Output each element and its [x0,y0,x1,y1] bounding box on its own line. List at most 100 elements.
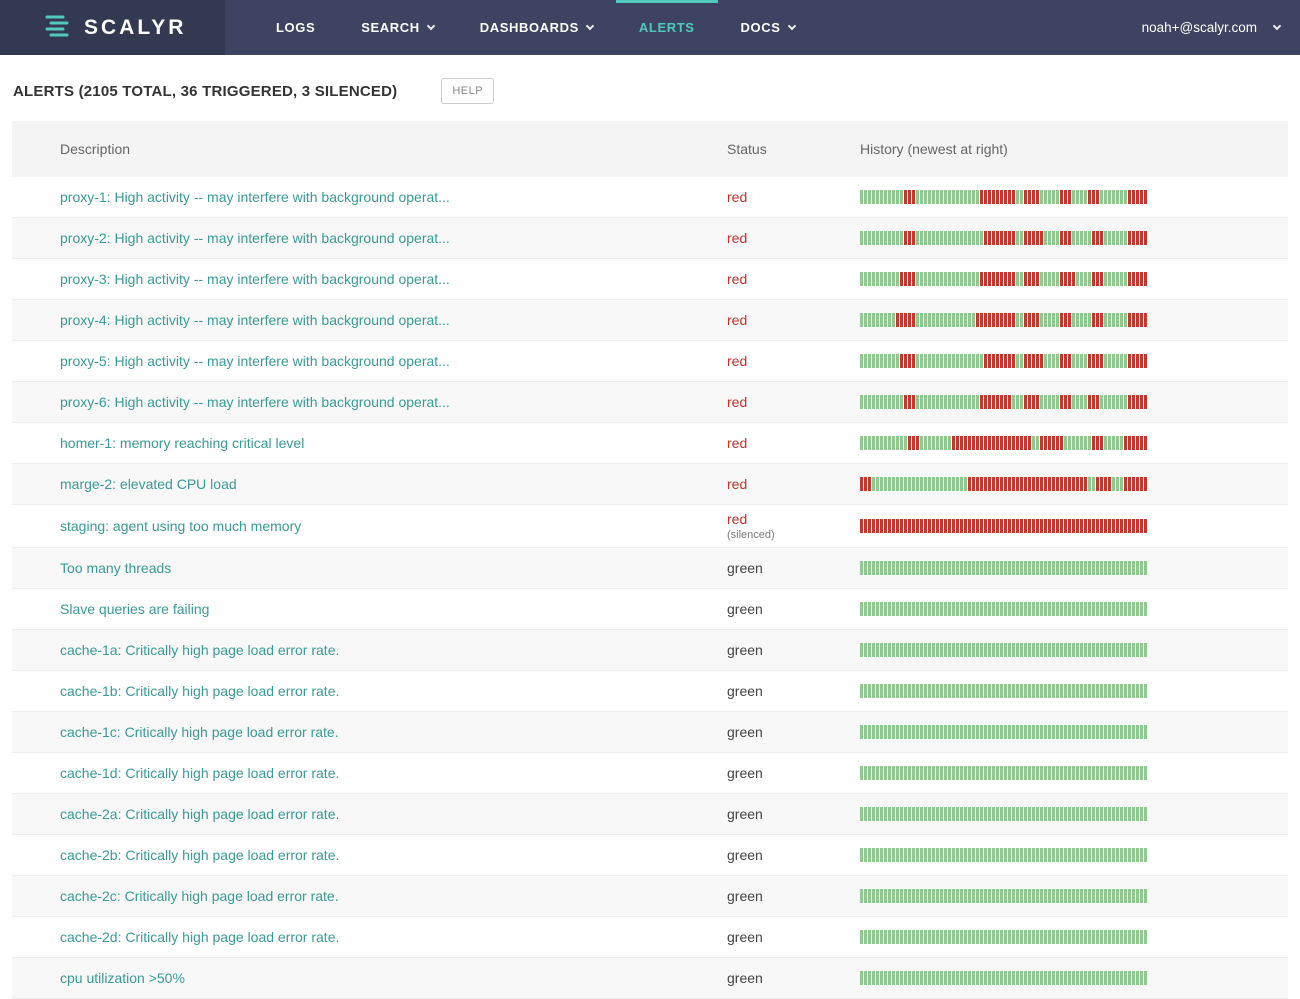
nav-item-search[interactable]: SEARCH [338,0,457,55]
alert-description-link[interactable]: proxy-1: High activity -- may interfere … [60,189,450,205]
history-bar-green [972,971,975,986]
history-bar-green [1024,971,1027,986]
history-bar-green [956,725,959,740]
history-bar-green [936,561,939,576]
alert-description-link[interactable]: proxy-3: High activity -- may interfere … [60,271,450,287]
alert-description-link[interactable]: Too many threads [60,560,172,577]
main-content: ALERTS (2105 TOTAL, 36 TRIGGERED, 3 SILE… [0,78,1300,999]
silenced-label: (silenced) [727,529,775,542]
history-bar-green [1116,766,1119,781]
history-bar-green [1052,354,1055,368]
history-bar-green [1016,725,1019,740]
history-bar-red [912,231,915,245]
history-bar-green [932,395,935,409]
alert-description-link[interactable]: cache-2d: Critically high page load erro… [60,929,340,946]
history-bar-green [936,272,939,286]
history-bar-green [860,313,863,327]
history-bar-green [1080,930,1083,945]
history-bar-green [980,848,983,863]
history-bar-green [868,725,871,740]
alert-status: red [727,347,860,375]
history-bar-green [1080,889,1083,904]
nav-item-logs[interactable]: LOGS [253,0,338,55]
history-bar-green [884,643,887,658]
history-bar-green [1088,725,1091,740]
history-bar-green [968,889,971,904]
alert-description-link[interactable]: cache-1b: Critically high page load erro… [60,683,340,700]
history-bar-red [1064,395,1067,409]
history-bar-green [972,190,975,204]
help-button[interactable]: HELP [441,78,495,104]
brand[interactable]: SCALYR [0,0,225,55]
history-bar-green [952,602,955,617]
alert-description-link[interactable]: cache-1a: Critically high page load erro… [60,642,340,659]
alert-description-link[interactable]: proxy-2: High activity -- may interfere … [60,230,450,246]
history-bar-green [888,602,891,617]
history-bar-green [1112,395,1115,409]
alert-description-link[interactable]: Slave queries are failing [60,601,210,618]
alert-description-link[interactable]: cache-2b: Critically high page load erro… [60,847,340,864]
history-bar-green [1040,561,1043,576]
history-bar-green [928,602,931,617]
history-bar-green [884,354,887,368]
history-bar-green [1008,643,1011,658]
nav-item-dashboards[interactable]: DASHBOARDS [457,0,616,55]
history-bar-green [908,971,911,986]
nav-item-docs[interactable]: DOCS [718,0,818,55]
alert-row: homer-1: memory reaching critical level r… [12,423,1288,464]
history-bar-red [1008,190,1011,204]
history-bar-green [1100,725,1103,740]
history-bar-green [860,725,863,740]
alert-description-link[interactable]: cache-1d: Critically high page load erro… [60,765,340,782]
history-bar-green [1004,930,1007,945]
history-bar-green [1052,272,1055,286]
alert-history-sparkline [860,930,1288,945]
history-bar-red [872,519,875,534]
nav-item-alerts[interactable]: ALERTS [616,0,718,55]
history-bar-green [1052,807,1055,822]
history-bar-red [984,395,987,409]
history-bar-red [1108,519,1111,534]
alert-description-link[interactable]: proxy-5: High activity -- may interfere … [60,353,450,369]
history-bar-green [888,807,891,822]
alert-description-link[interactable]: homer-1: memory reaching critical level [60,435,305,451]
alert-description-link[interactable]: cache-2c: Critically high page load erro… [60,888,339,905]
history-bar-green [988,766,991,781]
account-menu[interactable]: noah+@scalyr.com [1142,0,1300,55]
history-bar-green [944,725,947,740]
alert-description-link[interactable]: proxy-6: High activity -- may interfere … [60,394,450,410]
history-bar-red [988,519,991,534]
history-bar-green [932,190,935,204]
history-bar-green [1096,725,1099,740]
history-bar-green [1016,272,1019,286]
alert-description-link[interactable]: staging: agent using too much memory [60,518,302,535]
alert-description-link[interactable]: cache-2a: Critically high page load erro… [60,806,340,823]
history-bar-green [932,231,935,245]
history-bar-red [1028,272,1031,286]
history-bar-green [1108,807,1111,822]
alert-description-link[interactable]: marge-2: elevated CPU load [60,476,237,492]
alert-description-link[interactable]: cache-1c: Critically high page load erro… [60,724,339,741]
history-bar-green [1056,971,1059,986]
history-bar-red [1000,190,1003,204]
history-bar-red [1092,436,1095,450]
history-bar-red [984,313,987,327]
history-bar-green [904,766,907,781]
history-bar-red [1044,477,1047,491]
history-bar-green [1104,684,1107,699]
history-bar-green [992,602,995,617]
history-bar-green [944,643,947,658]
history-bar-green [1136,561,1139,576]
history-bar-green [1008,807,1011,822]
history-bar-red [900,354,903,368]
history-bar-green [876,313,879,327]
history-bar-green [916,889,919,904]
history-bar-red [1024,231,1027,245]
history-bar-red [908,395,911,409]
history-bar-green [864,889,867,904]
alert-description-link[interactable]: cpu utilization >50% [60,970,185,987]
history-bar-red [1088,190,1091,204]
history-bar-red [984,436,987,450]
history-bar-green [888,889,891,904]
alert-description-link[interactable]: proxy-4: High activity -- may interfere … [60,312,450,328]
